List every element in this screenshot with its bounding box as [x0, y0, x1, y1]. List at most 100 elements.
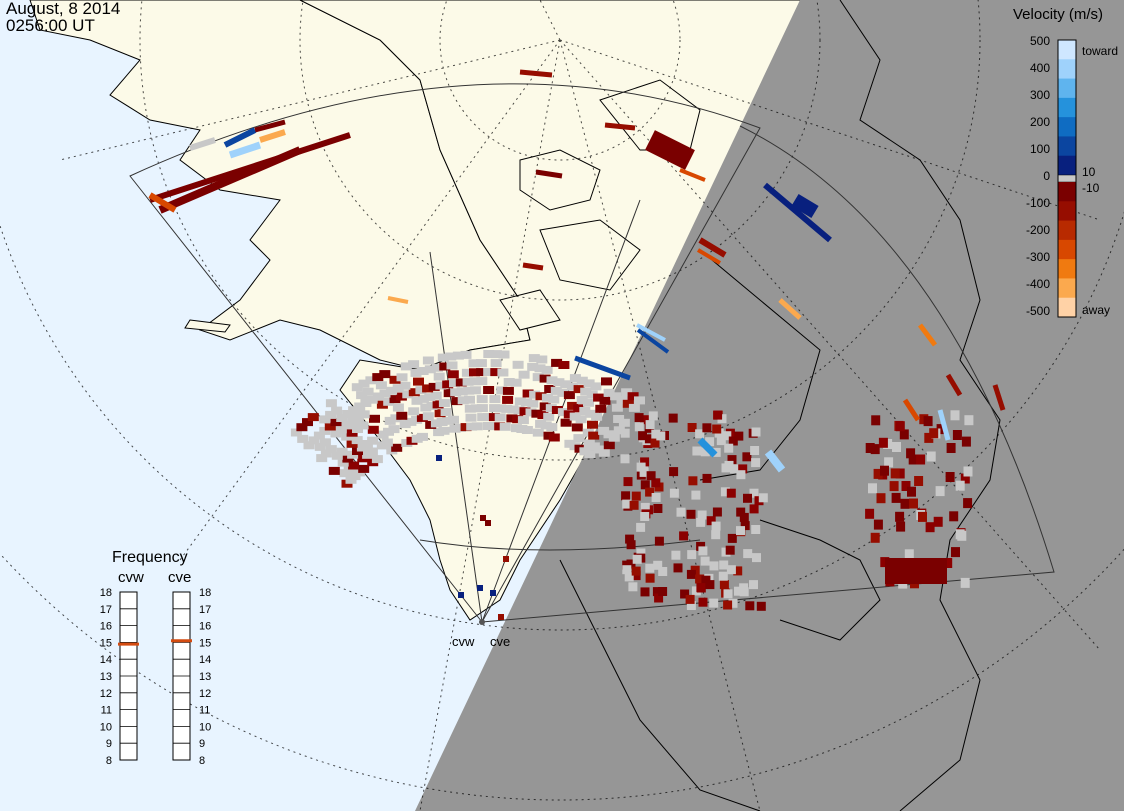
- colorbar-away-swatch: [1058, 201, 1076, 222]
- backscatter-cell: [488, 413, 500, 422]
- backscatter-cell: [426, 401, 438, 410]
- backscatter-cell: [622, 560, 632, 570]
- arctic-island-b: [539, 219, 641, 291]
- backscatter-cell: [636, 522, 646, 532]
- backscatter-streak: [918, 323, 937, 347]
- backscatter-cell: [924, 432, 934, 443]
- backscatter-cell: [706, 516, 716, 526]
- backscatter-cell: [691, 490, 701, 500]
- colorbar-away-swatch: [1058, 239, 1076, 260]
- backscatter-cell: [580, 387, 592, 396]
- backscatter-streak: [698, 237, 727, 258]
- backscatter-cell: [477, 585, 483, 591]
- backscatter-cell: [550, 386, 562, 395]
- night-shadow: [415, 0, 1124, 811]
- backscatter-cell: [490, 359, 502, 368]
- velocity-scale-title: Velocity (m/s): [1013, 6, 1104, 23]
- backscatter-cell: [411, 396, 423, 405]
- backscatter-cell: [724, 460, 734, 470]
- colorbar-tick-label: 200: [1030, 115, 1050, 129]
- backscatter-cell: [330, 429, 342, 438]
- backscatter-cell: [613, 426, 625, 435]
- backscatter-cell: [396, 373, 408, 382]
- backscatter-cell: [464, 395, 475, 404]
- backscatter-cell: [489, 395, 501, 404]
- backscatter-cell: [411, 415, 423, 424]
- backscatter-cell: [297, 434, 309, 443]
- colorbar-tick-label: 500: [1030, 34, 1050, 48]
- backscatter-cell: [588, 431, 600, 440]
- backscatter-cell: [503, 378, 515, 386]
- backscatter-cell: [696, 517, 706, 527]
- backscatter-cell: [895, 468, 905, 479]
- backscatter-cell: [700, 447, 710, 457]
- backscatter-cell: [598, 448, 610, 457]
- colorbar-away-label: away: [1082, 303, 1110, 317]
- backscatter-cell: [365, 376, 377, 385]
- backscatter-cell: [440, 408, 452, 416]
- backscatter-cell: [352, 425, 363, 433]
- frequency-tick-label: 9: [199, 738, 205, 750]
- backscatter-cell: [445, 352, 457, 361]
- backscatter-cell: [451, 397, 463, 406]
- backscatter-cell: [498, 614, 504, 620]
- backscatter-cell: [341, 421, 353, 430]
- backscatter-cell: [519, 407, 531, 416]
- backscatter-cell: [716, 436, 726, 446]
- backscatter-cell: [302, 418, 313, 427]
- backscatter-cell: [933, 516, 943, 527]
- frequency-tick-label: 8: [106, 755, 112, 767]
- backscatter-cell: [560, 380, 572, 389]
- backscatter-cell: [712, 424, 722, 434]
- backscatter-cell: [719, 560, 729, 570]
- backscatter-cell: [434, 409, 446, 418]
- backscatter-cell: [358, 379, 370, 388]
- backscatter-streak: [519, 69, 553, 78]
- backscatter-cell: [628, 403, 640, 412]
- backscatter-cell: [640, 587, 650, 597]
- frequency-tick-label: 8: [199, 755, 205, 767]
- colorbar-toward-swatch: [1058, 59, 1076, 80]
- backscatter-cell: [949, 511, 959, 522]
- backscatter-cell: [631, 566, 641, 576]
- backscatter-cell: [483, 368, 495, 376]
- backscatter-cell: [557, 408, 569, 417]
- backscatter-cell: [718, 571, 728, 581]
- backscatter-cell: [569, 374, 581, 383]
- backscatter-cell: [543, 412, 555, 421]
- backscatter-cell: [342, 410, 354, 418]
- backscatter-cell: [366, 447, 378, 456]
- backscatter-cell: [904, 549, 914, 560]
- backscatter-cell: [494, 413, 506, 422]
- backscatter-cell: [720, 487, 730, 497]
- frequency-tick-label: 15: [100, 637, 112, 649]
- colorbar-toward-swatch: [1058, 40, 1076, 60]
- backscatter-cell: [963, 498, 973, 509]
- backscatter-cell: [599, 396, 611, 405]
- backscatter-cell: [908, 454, 918, 465]
- backscatter-cell: [466, 422, 478, 431]
- backscatter-cell: [900, 498, 910, 509]
- colorbar-tick-label: 100: [1030, 142, 1050, 156]
- backscatter-cell: [595, 404, 607, 413]
- backscatter-cell: [918, 511, 927, 522]
- backscatter-cell: [628, 582, 638, 592]
- backscatter-cell: [726, 488, 736, 498]
- backscatter-cell: [719, 580, 729, 590]
- frequency-tick-label: 9: [106, 738, 112, 750]
- backscatter-cell: [740, 521, 750, 531]
- backscatter-cell: [366, 395, 378, 404]
- backscatter-cell: [722, 431, 732, 441]
- backscatter-cell: [891, 492, 901, 503]
- backscatter-cell: [356, 391, 368, 400]
- backscatter-cell: [381, 438, 393, 447]
- backscatter-cell: [446, 361, 458, 370]
- backscatter-streak: [764, 449, 786, 473]
- backscatter-cell: [320, 449, 332, 458]
- backscatter-cell: [712, 507, 722, 517]
- backscatter-cell: [929, 428, 939, 439]
- backscatter-cell: [698, 546, 708, 556]
- backscatter-cell: [399, 381, 411, 390]
- backscatter-cell: [645, 563, 655, 573]
- backscatter-cell: [889, 481, 899, 492]
